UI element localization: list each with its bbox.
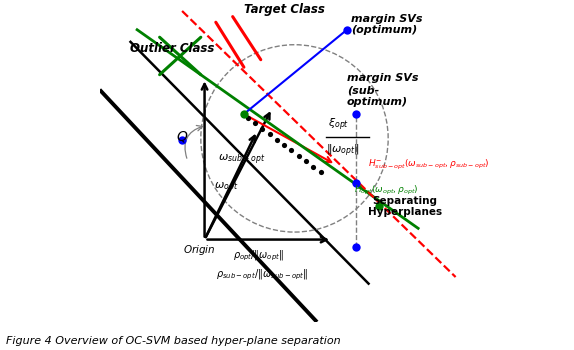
Text: $Q$: $Q$ [176,129,189,144]
Text: Separating
Hyperplanes: Separating Hyperplanes [368,196,442,217]
Text: $\rho_{opt}/\|\omega_{opt}\|$: $\rho_{opt}/\|\omega_{opt}\|$ [232,249,284,263]
Point [287,148,296,153]
Point [243,115,252,121]
Text: Figure 4 Overview of OC-SVM based hyper-plane separation: Figure 4 Overview of OC-SVM based hyper-… [6,336,340,346]
Text: margin SVs
(optimum): margin SVs (optimum) [351,14,422,35]
Point [272,137,281,142]
Text: $H^{-}_{sub-opt}(\omega_{sub-opt},\rho_{sub-opt})$: $H^{-}_{sub-opt}(\omega_{sub-opt},\rho_{… [367,158,489,172]
Text: $\|\omega_{opt}\|$: $\|\omega_{opt}\|$ [327,143,360,159]
Point [265,131,274,137]
Text: $H_{opt}(\omega_{opt},\rho_{opt})$: $H_{opt}(\omega_{opt},\rho_{opt})$ [355,184,419,197]
Point [280,142,289,148]
Text: $\omega_{sub-opt}$: $\omega_{sub-opt}$ [218,152,266,167]
Text: Target Class: Target Class [244,3,325,16]
Text: Outlier Class: Outlier Class [130,42,214,55]
Point [258,126,267,132]
Text: margin SVs
(sub-
optimum): margin SVs (sub- optimum) [347,74,418,107]
Point [301,159,311,164]
Text: $Origin$: $Origin$ [183,243,215,257]
Text: $\xi_{opt}$: $\xi_{opt}$ [328,117,350,133]
Point [250,120,259,126]
Text: $\omega_{opt}$: $\omega_{opt}$ [214,180,238,195]
Point [309,164,318,169]
Point [294,153,304,159]
Text: $\rho_{sub-opt}/\|\omega_{sub-opt}\|$: $\rho_{sub-opt}/\|\omega_{sub-opt}\|$ [216,267,308,282]
Point [316,169,325,175]
